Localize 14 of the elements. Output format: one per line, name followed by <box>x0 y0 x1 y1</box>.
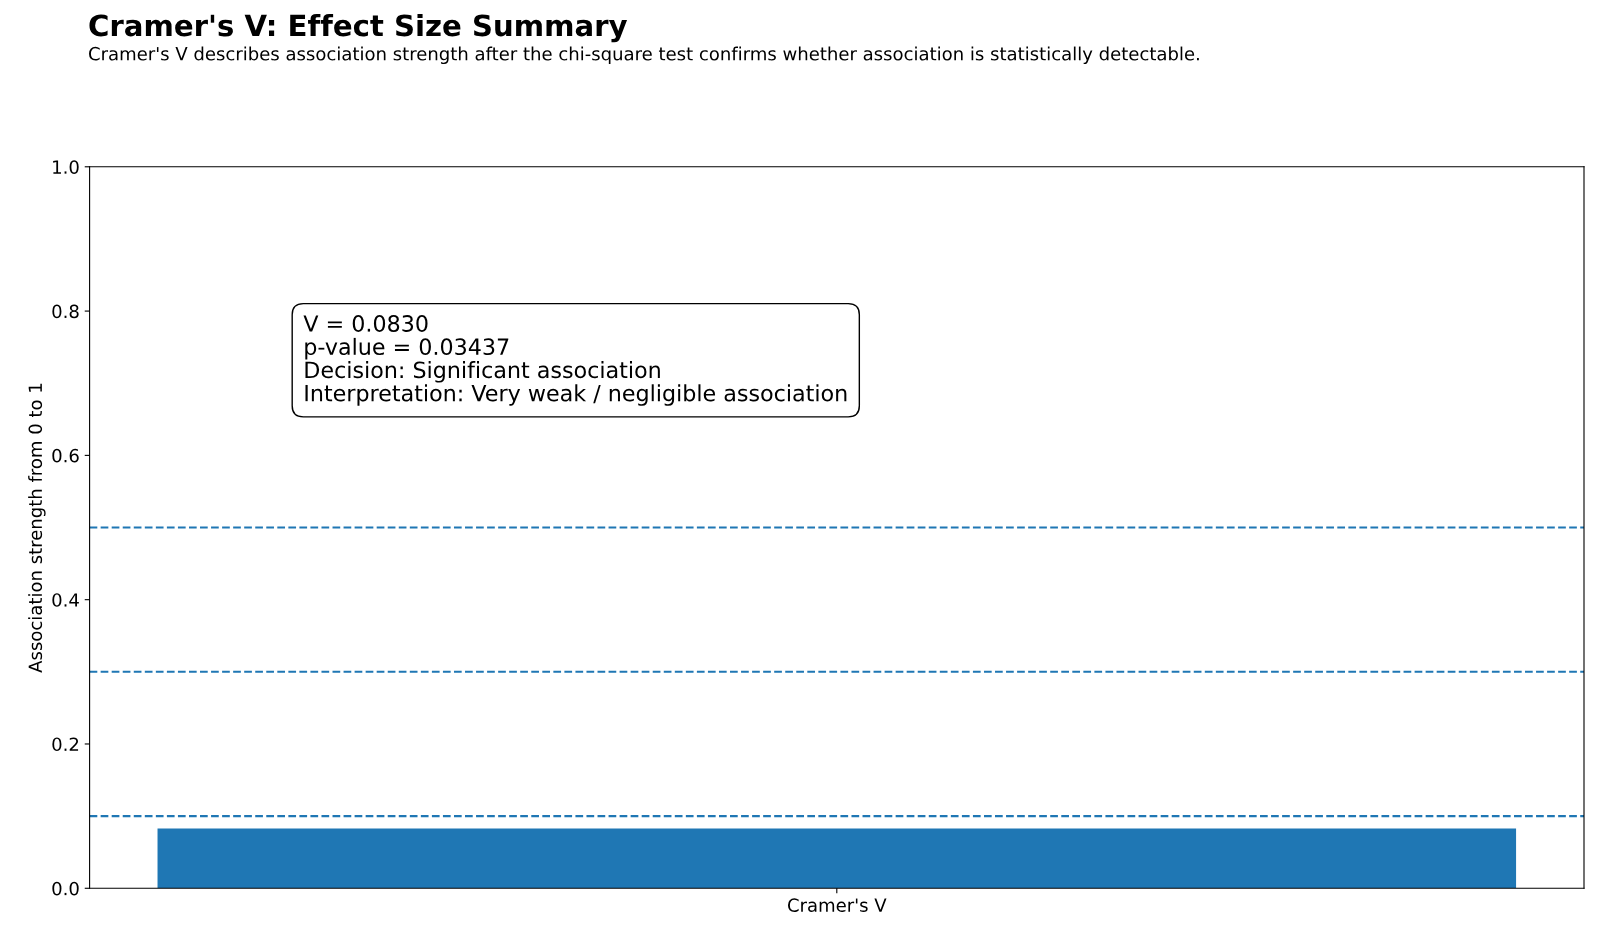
annotation: Interpretation: Very weak / negligible association <box>305 384 847 406</box>
chart-subtitle: Cramer's V describes association strength after the chi-square test confirms whether association is statistically detectable. <box>89 46 1199 65</box>
annotation: V = 0.0830 <box>303 315 428 332</box>
y-tick-label: 1.0 <box>53 160 79 174</box>
y-tick-label: 0.2 <box>52 737 79 752</box>
y-axis-title: Association strength from 0 to 1 <box>28 383 46 673</box>
chart-title: Cramer's V: Effect Size Summary <box>89 13 628 43</box>
y-tick-label: 0.0 <box>52 881 79 896</box>
y-tick-label: 0.8 <box>52 304 79 319</box>
annotation: Decision: Significant association <box>305 361 660 383</box>
annotation: p-value = 0.03437 <box>305 337 509 360</box>
x-tick-label: Cramer's V <box>787 898 887 912</box>
y-tick-label: 0.6 <box>52 448 79 463</box>
y-tick-label: 0.4 <box>52 593 79 607</box>
